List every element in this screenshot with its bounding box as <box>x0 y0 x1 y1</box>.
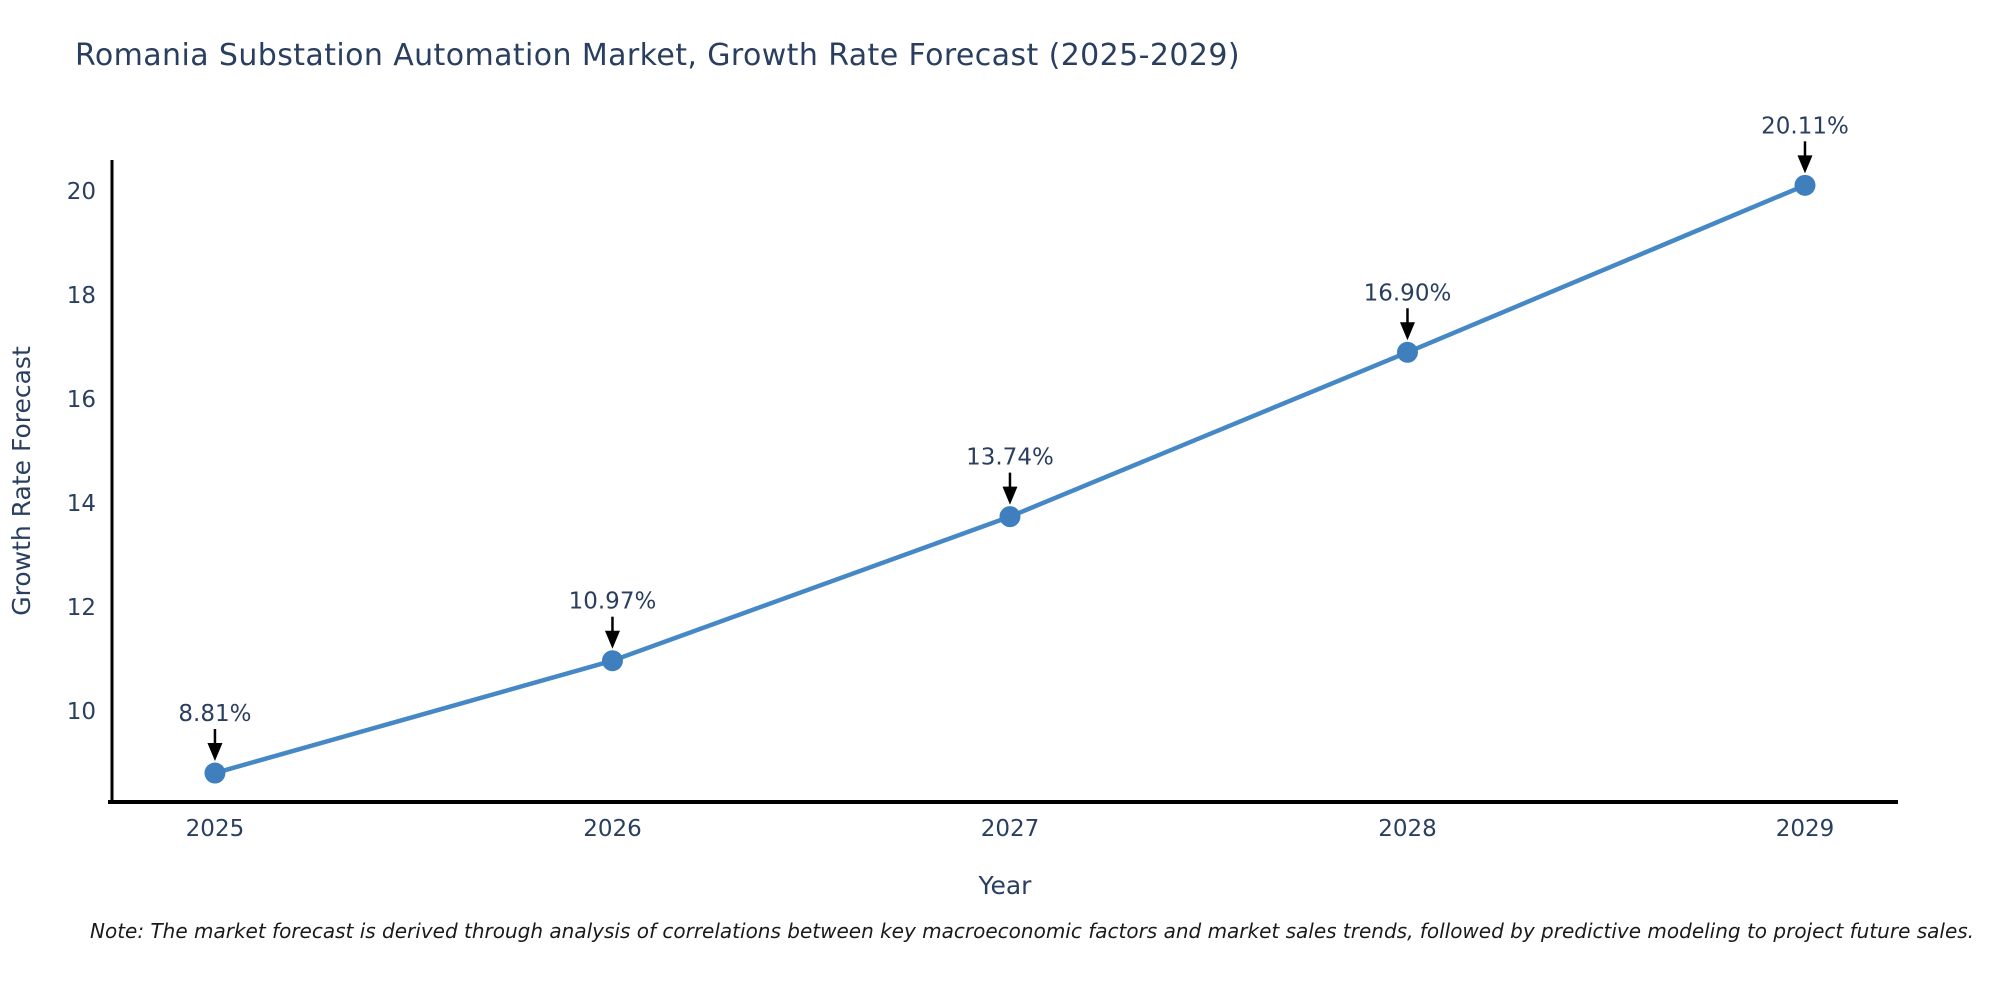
y-axis-title: Growth Rate Forecast <box>7 346 36 616</box>
x-tick-label: 2026 <box>583 816 642 842</box>
data-point-marker <box>1794 174 1816 196</box>
annotation-arrow-head <box>604 630 620 649</box>
y-tick-label: 20 <box>67 179 96 205</box>
data-point-marker <box>1396 341 1418 363</box>
footnote: Note: The market forecast is derived thr… <box>90 919 1975 943</box>
x-tick-label: 2025 <box>186 816 245 842</box>
y-tick-label: 12 <box>67 595 96 621</box>
x-tick-label: 2028 <box>1378 816 1437 842</box>
data-point-marker <box>999 506 1021 528</box>
y-tick-label: 16 <box>67 387 96 413</box>
annotation-arrow-head <box>1399 322 1415 341</box>
x-tick-label: 2029 <box>1776 816 1835 842</box>
x-tick-label: 2027 <box>981 816 1040 842</box>
annotation-label: 20.11% <box>1761 113 1849 139</box>
data-point-marker <box>204 762 226 784</box>
annotation-arrow-head <box>1002 486 1018 505</box>
y-tick-label: 14 <box>67 491 96 517</box>
annotation-arrow-head <box>207 743 223 762</box>
annotation-arrow-head <box>1797 155 1813 174</box>
annotation-label: 10.97% <box>569 589 657 615</box>
annotation-label: 13.74% <box>966 445 1054 471</box>
annotation-label: 16.90% <box>1364 280 1452 306</box>
chart-title: Romania Substation Automation Market, Gr… <box>75 38 1240 73</box>
annotation-label: 8.81% <box>178 701 251 727</box>
data-point-marker <box>601 650 623 672</box>
x-axis-title: Year <box>978 871 1033 900</box>
y-tick-label: 18 <box>67 283 96 309</box>
y-tick-label: 10 <box>67 699 96 725</box>
